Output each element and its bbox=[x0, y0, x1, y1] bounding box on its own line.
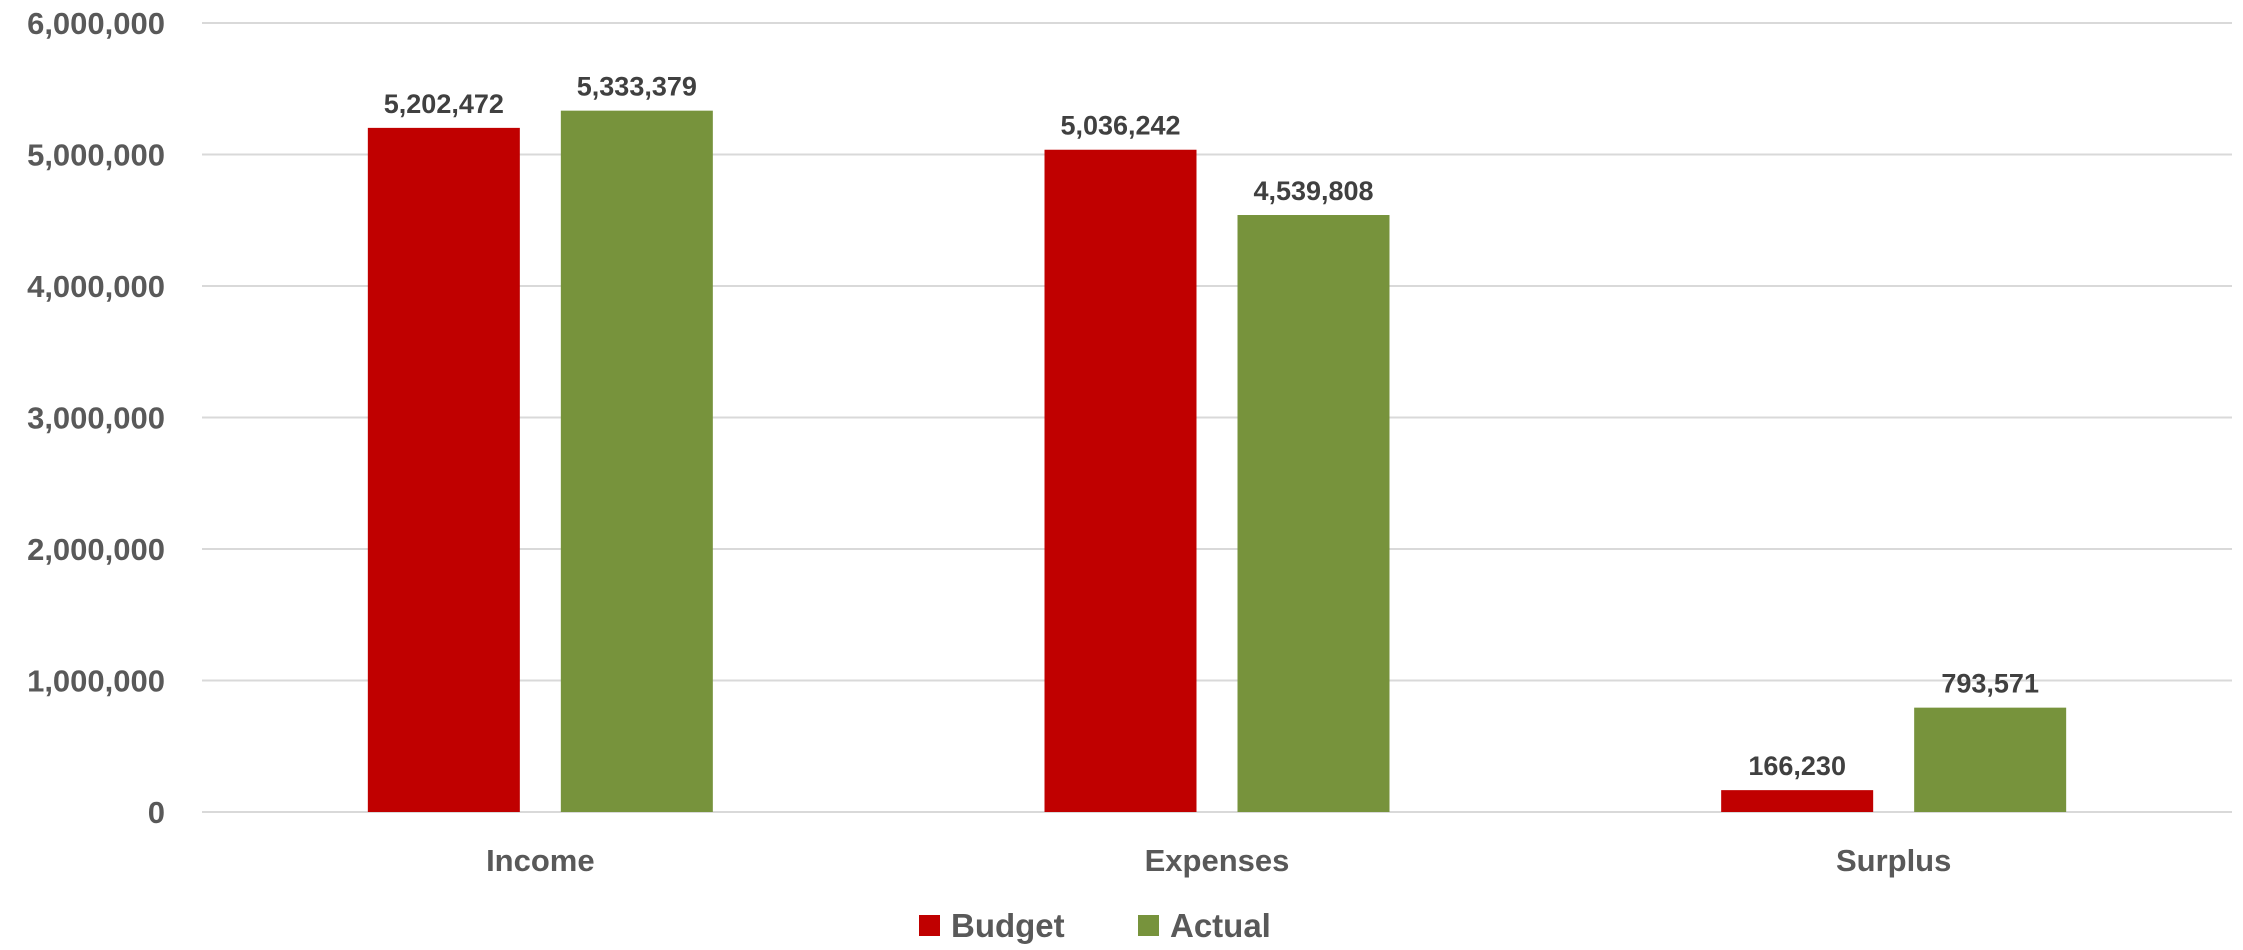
bar-actual-income bbox=[560, 110, 713, 813]
legend-label: Actual bbox=[1170, 907, 1271, 944]
data-label: 793,571 bbox=[1941, 669, 2039, 699]
y-tick-label: 5,000,000 bbox=[27, 138, 165, 173]
gridlines bbox=[202, 22, 2232, 813]
y-tick-label: 1,000,000 bbox=[27, 664, 165, 699]
bar-budget-income bbox=[367, 127, 520, 812]
y-tick-label: 6,000,000 bbox=[27, 6, 165, 41]
x-axis-category-labels: Income Expenses Surplus bbox=[486, 843, 1951, 878]
legend: Budget Actual bbox=[919, 907, 1271, 944]
y-tick-label: 2,000,000 bbox=[27, 532, 165, 567]
legend-label: Budget bbox=[951, 907, 1065, 944]
data-label: 5,202,472 bbox=[384, 89, 504, 119]
bars bbox=[367, 110, 2067, 813]
legend-swatch-actual bbox=[1138, 915, 1159, 936]
bar-budget-expenses bbox=[1044, 149, 1197, 812]
y-tick-label: 0 bbox=[148, 795, 165, 830]
y-tick-label: 3,000,000 bbox=[27, 401, 165, 436]
bar-budget-surplus bbox=[1721, 790, 1874, 812]
data-labels: 5,202,472 5,333,379 5,036,242 4,539,808 166,… bbox=[384, 72, 2039, 781]
data-label: 5,333,379 bbox=[577, 72, 697, 102]
legend-swatch-budget bbox=[919, 915, 940, 936]
data-label: 5,036,242 bbox=[1060, 111, 1180, 141]
data-label: 4,539,808 bbox=[1253, 176, 1373, 206]
data-label: 166,230 bbox=[1748, 751, 1846, 781]
y-axis-tick-labels: 0 1,000,000 2,000,000 3,000,000 4,000,000 5,0… bbox=[27, 6, 165, 830]
bar-actual-expenses bbox=[1237, 215, 1390, 812]
y-tick-label: 4,000,000 bbox=[27, 269, 165, 304]
x-category-label: Expenses bbox=[1145, 843, 1290, 878]
x-category-label: Surplus bbox=[1836, 843, 1951, 878]
bar-actual-surplus bbox=[1914, 707, 2067, 812]
x-category-label: Income bbox=[486, 843, 595, 878]
